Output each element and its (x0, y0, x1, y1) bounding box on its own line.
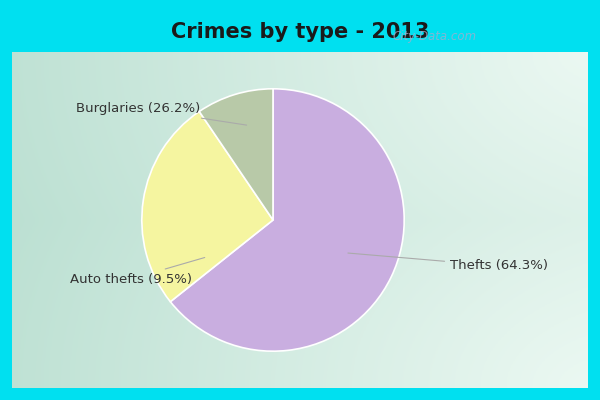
Wedge shape (170, 89, 404, 351)
Text: Crimes by type - 2013: Crimes by type - 2013 (171, 22, 429, 42)
Text: Burglaries (26.2%): Burglaries (26.2%) (76, 102, 247, 125)
Text: City-Data.com: City-Data.com (392, 30, 476, 43)
Wedge shape (142, 112, 273, 302)
Text: Thefts (64.3%): Thefts (64.3%) (348, 253, 548, 272)
Wedge shape (199, 89, 273, 220)
Text: Auto thefts (9.5%): Auto thefts (9.5%) (70, 258, 205, 286)
